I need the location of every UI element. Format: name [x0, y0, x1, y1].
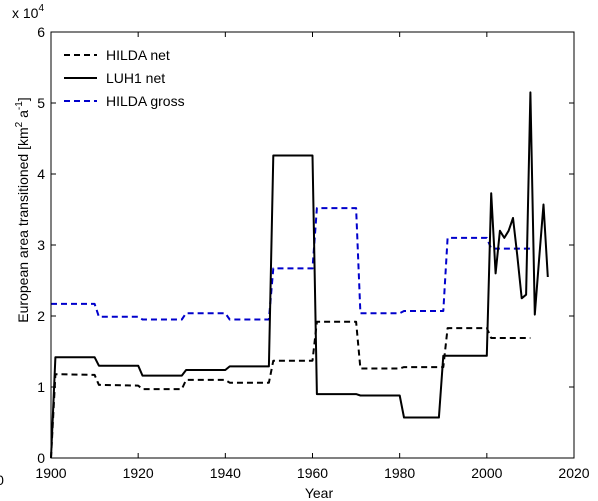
x-tick-label: 1940	[210, 465, 241, 481]
y-tick-label: 1	[37, 379, 45, 395]
y-axis-label: European area transitioned [km2 a-1]	[14, 97, 31, 322]
y-exponent-base: x 10	[12, 5, 39, 21]
x-tick-label: 1900	[35, 465, 66, 481]
x-tick-label: 2000	[471, 465, 502, 481]
series-layer	[50, 91, 549, 459]
legend-label: HILDA gross	[106, 93, 185, 109]
y-tick-label: 2	[37, 308, 45, 324]
y-tick-label: 0	[37, 450, 45, 466]
series-line-hilda-gross	[51, 207, 531, 321]
y-tick-label: 6	[37, 24, 45, 40]
y-axis-label-sup1: 2	[14, 121, 25, 127]
plot-frame	[50, 31, 575, 459]
legend-label: HILDA net	[106, 47, 170, 63]
y-tick-label: 3	[37, 237, 45, 253]
x-tick-label: 1980	[384, 465, 415, 481]
y-axis-label-sup2: -1	[14, 101, 25, 110]
series-line-hilda-net	[50, 320, 531, 459]
x-tick-label: 1920	[123, 465, 154, 481]
y-tick-label: 4	[37, 166, 45, 182]
x-tick-label: 2020	[558, 465, 589, 481]
x-tick-label: 1960	[297, 465, 328, 481]
y-exponent-power: 4	[38, 3, 44, 14]
series-line-luh1-net	[50, 91, 549, 459]
left-edge-label: 0	[0, 472, 4, 488]
y-axis-label-end: ]	[15, 97, 31, 101]
legend: HILDA net LUH1 net HILDA gross	[64, 47, 185, 109]
y-exponent-label: x 104	[12, 3, 44, 21]
y-axis-label-mid: a	[15, 110, 31, 122]
y-axis-label-main: European area transitioned [km	[15, 127, 31, 322]
legend-label: LUH1 net	[106, 70, 165, 86]
x-axis-label: Year	[305, 485, 334, 501]
y-tick-label: 5	[37, 95, 45, 111]
